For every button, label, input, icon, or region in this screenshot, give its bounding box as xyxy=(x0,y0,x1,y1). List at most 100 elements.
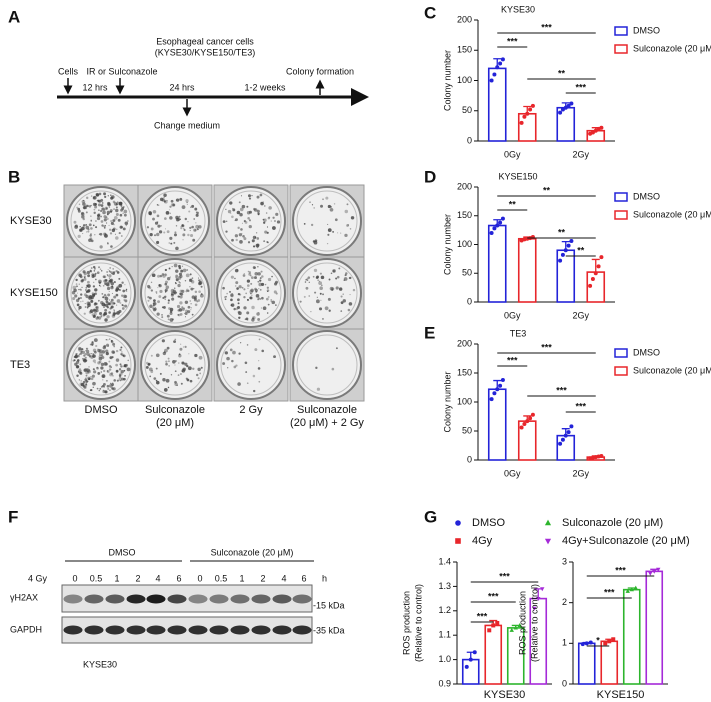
colony xyxy=(175,341,177,343)
colony xyxy=(116,370,119,373)
colony xyxy=(94,312,97,316)
colony xyxy=(85,380,89,383)
point xyxy=(611,637,616,642)
colony xyxy=(237,306,240,309)
colony xyxy=(85,290,89,294)
colony xyxy=(154,306,156,308)
colony xyxy=(189,229,191,232)
colony xyxy=(352,288,356,292)
colony xyxy=(347,224,350,226)
colony xyxy=(78,203,81,206)
colony xyxy=(76,206,79,209)
point xyxy=(563,248,568,253)
point xyxy=(607,639,612,644)
colony xyxy=(342,299,346,303)
point xyxy=(563,105,568,110)
colony xyxy=(90,296,94,300)
colony xyxy=(164,268,168,272)
bar xyxy=(645,570,664,685)
colony xyxy=(257,367,261,370)
colony xyxy=(81,278,85,282)
colony xyxy=(102,285,105,287)
y-tick-label: 0 xyxy=(467,135,472,145)
colony xyxy=(337,232,339,234)
colony xyxy=(327,228,332,232)
protein-label: γH2AX xyxy=(10,592,38,602)
colony xyxy=(156,214,160,218)
colony xyxy=(185,290,188,293)
point xyxy=(489,78,494,83)
colony xyxy=(97,203,101,207)
colony xyxy=(104,232,107,236)
legend-swatch xyxy=(614,26,628,36)
colony xyxy=(172,359,176,364)
colony xyxy=(106,218,108,220)
colony xyxy=(149,296,152,300)
colony xyxy=(110,300,113,303)
point xyxy=(584,641,589,646)
colony xyxy=(80,212,85,217)
colony xyxy=(113,302,116,305)
colony xyxy=(86,231,88,233)
colony xyxy=(120,365,123,368)
colony xyxy=(121,353,124,357)
colony xyxy=(85,289,87,291)
colony xyxy=(90,267,93,269)
colony xyxy=(103,303,106,306)
band xyxy=(105,625,125,635)
colony xyxy=(338,267,341,270)
colony xyxy=(222,220,226,224)
panel-label: G xyxy=(424,507,437,526)
colony xyxy=(161,339,165,343)
x-tick-label: KYSE150 xyxy=(597,689,645,701)
colony xyxy=(126,367,131,372)
colony xyxy=(117,218,121,222)
point xyxy=(500,216,505,221)
colony xyxy=(184,362,188,366)
colony xyxy=(85,287,87,289)
colony xyxy=(93,211,96,215)
colony xyxy=(90,353,92,355)
colony xyxy=(170,293,174,297)
colony xyxy=(102,390,106,394)
colony xyxy=(338,287,343,291)
colony xyxy=(85,294,89,299)
colony xyxy=(198,225,202,229)
colony xyxy=(225,230,228,233)
colony xyxy=(168,242,170,244)
colony xyxy=(75,285,78,288)
colony xyxy=(98,311,103,316)
point xyxy=(492,391,497,396)
colony xyxy=(115,270,117,272)
colony xyxy=(76,359,80,362)
point xyxy=(590,130,595,135)
colony xyxy=(311,204,314,206)
colony xyxy=(95,220,97,222)
point xyxy=(656,567,661,572)
colony xyxy=(322,293,324,296)
point xyxy=(593,271,598,276)
colony xyxy=(273,290,277,294)
colony xyxy=(109,270,112,274)
colony xyxy=(110,220,113,223)
colony xyxy=(169,307,174,312)
colony xyxy=(103,361,108,366)
row-label: KYSE30 xyxy=(10,215,52,227)
colony xyxy=(94,268,96,270)
colony xyxy=(268,206,272,210)
colony xyxy=(164,273,168,277)
colony xyxy=(245,317,249,321)
time-label: 1 xyxy=(114,573,119,583)
interval-label: 1-2 weeks xyxy=(244,82,286,92)
colony xyxy=(77,297,81,300)
colony xyxy=(178,308,183,312)
y-tick-label: 0 xyxy=(562,678,567,688)
colony xyxy=(234,277,236,280)
point xyxy=(558,110,563,115)
colony xyxy=(348,302,353,306)
row-label: TE3 xyxy=(10,359,30,371)
colony xyxy=(150,289,154,292)
colony xyxy=(332,231,334,233)
colony xyxy=(349,228,352,230)
time-label: 0.5 xyxy=(90,573,103,583)
